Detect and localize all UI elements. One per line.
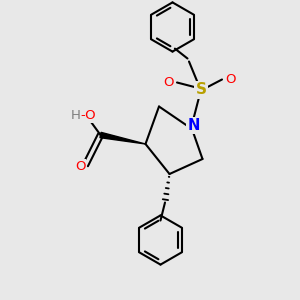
Text: O: O [163,76,173,89]
Text: -O: -O [81,109,96,122]
Text: H: H [71,109,81,122]
Text: O: O [75,160,85,173]
Text: O: O [226,73,236,86]
Text: N: N [187,118,200,133]
Polygon shape [100,132,146,144]
Text: S: S [196,82,206,98]
